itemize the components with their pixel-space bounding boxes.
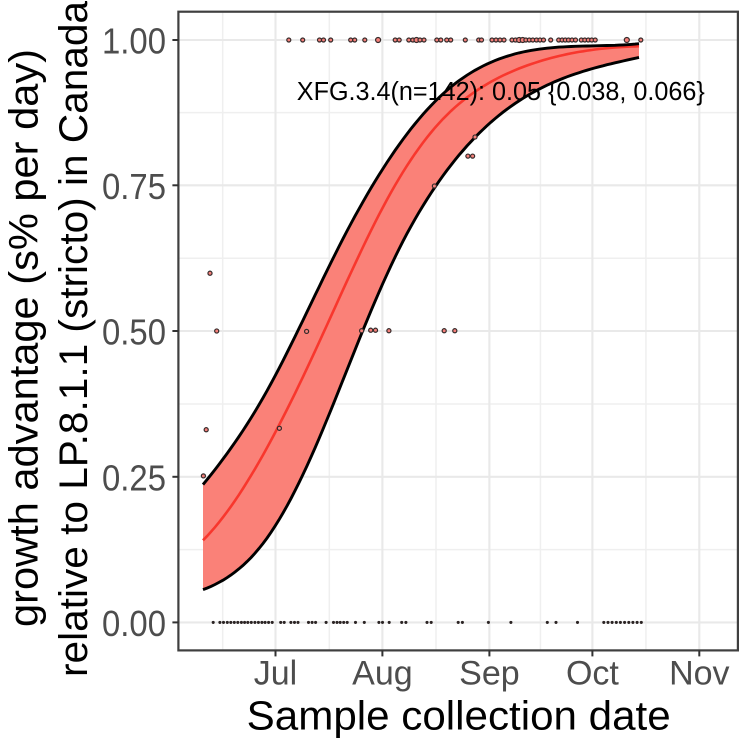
svg-text:Aug: Aug xyxy=(352,655,413,693)
svg-text:0.50: 0.50 xyxy=(102,312,166,353)
svg-text:Sep: Sep xyxy=(459,655,520,693)
svg-text:0.00: 0.00 xyxy=(102,603,166,644)
svg-text:Jul: Jul xyxy=(254,655,297,693)
svg-text:Nov: Nov xyxy=(669,655,729,693)
svg-text:XFG.3.4(n=142): 0.05 {0.038, 0: XFG.3.4(n=142): 0.05 {0.038, 0.066} xyxy=(297,78,705,106)
svg-text:0.75: 0.75 xyxy=(102,166,166,207)
svg-text:0.25: 0.25 xyxy=(102,457,166,498)
svg-text:1.00: 1.00 xyxy=(102,21,166,62)
svg-text:Sample collection date: Sample collection date xyxy=(247,693,671,739)
svg-text:relative to LP.8.1.1 (stricto): relative to LP.8.1.1 (stricto) in Canada xyxy=(52,0,96,677)
svg-text:growth advantage (s% per day): growth advantage (s% per day) xyxy=(1,49,47,627)
svg-text:Oct: Oct xyxy=(566,655,619,693)
